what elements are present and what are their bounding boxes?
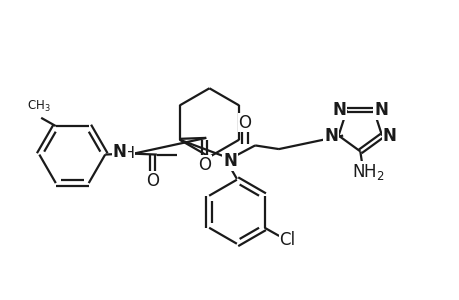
Text: O: O (197, 156, 211, 174)
Text: NH$_2$: NH$_2$ (352, 162, 384, 182)
Text: Cl: Cl (279, 231, 295, 249)
Text: N: N (332, 101, 346, 119)
Text: N: N (223, 152, 236, 170)
Text: N: N (112, 143, 127, 161)
Text: O: O (146, 172, 159, 190)
Text: N: N (381, 127, 396, 145)
Text: N: N (324, 127, 337, 145)
Text: CH$_3$: CH$_3$ (27, 99, 50, 114)
Text: O: O (238, 114, 251, 132)
Text: H: H (122, 146, 134, 161)
Text: N: N (373, 101, 387, 119)
